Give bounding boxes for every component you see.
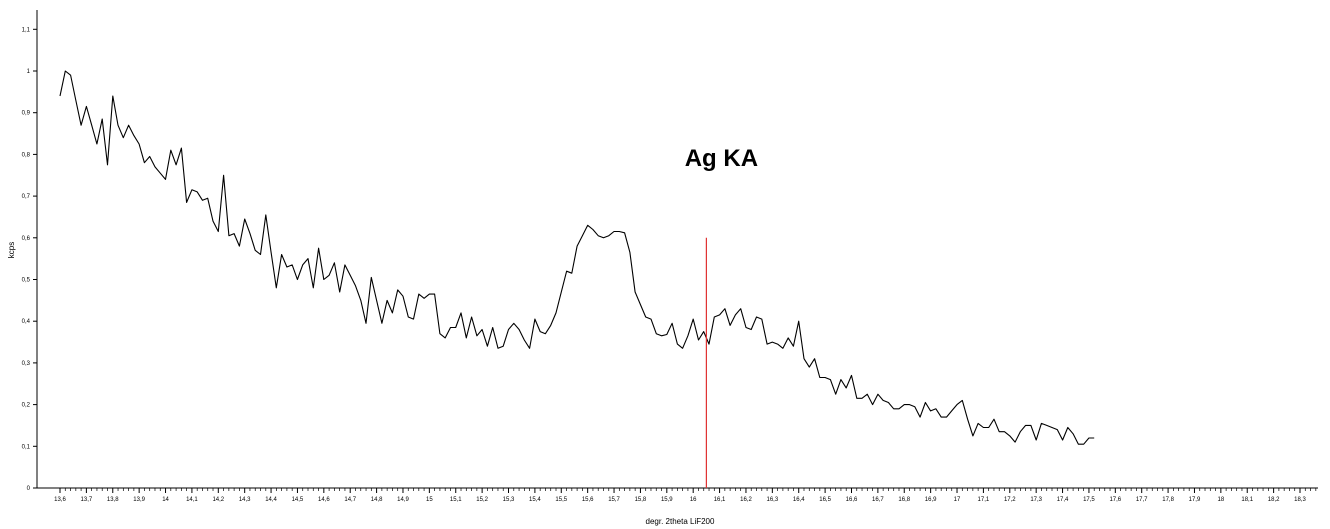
x-tick-label: 14	[162, 497, 169, 503]
x-tick-label: 16,9	[925, 497, 937, 503]
axes: 00,10,20,30,40,50,60,70,80,911,1 13,6 13,…	[22, 10, 1318, 503]
y-tick-label: 0,2	[22, 403, 31, 409]
x-tick-label: 14,2	[212, 497, 224, 503]
x-tick-label: 16	[690, 497, 697, 503]
x-tick-label: 14,9	[397, 497, 409, 503]
x-tick-label: 18,2	[1268, 497, 1280, 503]
x-tick-label: 17,1	[978, 497, 990, 503]
x-tick-label: 16,3	[766, 497, 778, 503]
x-tick-label: 14,3	[239, 497, 251, 503]
y-tick-label: 0,1	[22, 444, 31, 450]
x-tick-label: 14,6	[318, 497, 330, 503]
y-tick-label: 0,7	[22, 194, 31, 200]
series-line	[59, 70, 1095, 445]
x-tick-label: 13,8	[107, 497, 119, 503]
x-tick-label: 18,3	[1294, 497, 1306, 503]
x-tick-label: 13,9	[133, 497, 145, 503]
x-tick-label: 13,7	[81, 497, 93, 503]
x-tick-label: 16,4	[793, 497, 805, 503]
x-tick-label: 15,2	[476, 497, 488, 503]
y-ticks: 0 0,1 0,2 0,3 0,4 0,5 0,6 0,7 0,8 0,9 1 1,1	[22, 27, 37, 492]
x-tick-label: 15,1	[450, 497, 462, 503]
y-axis-title: kcps	[7, 242, 16, 258]
x-tick-label: 16,1	[714, 497, 726, 503]
x-tick-label: 18,1	[1241, 497, 1253, 503]
x-tick-label: 14,4	[265, 497, 277, 503]
y-tick-label: 0,4	[22, 319, 31, 325]
x-tick-label: 17,2	[1004, 497, 1016, 503]
x-tick-label: 15,3	[503, 497, 515, 503]
y-tick-label: 0,8	[22, 152, 31, 158]
x-tick-label: 17,8	[1162, 497, 1174, 503]
series-layer	[59, 70, 1095, 445]
x-tick-label: 16,2	[740, 497, 752, 503]
x-tick-label: 15,7	[608, 497, 620, 503]
x-axis-title: degr. 2theta LiF200	[646, 517, 715, 526]
y-tick-label: 0,5	[22, 278, 31, 284]
x-tick-label: 18	[1218, 497, 1225, 503]
x-tick-label: 14,1	[186, 497, 198, 503]
x-tick-label: 16,6	[846, 497, 858, 503]
x-tick-label: 17,6	[1109, 497, 1121, 503]
x-tick-label: 17,9	[1189, 497, 1201, 503]
x-tick-label: 16,7	[872, 497, 884, 503]
x-tick-label: 14,5	[292, 497, 304, 503]
y-tick-label: 0,6	[22, 236, 31, 242]
x-tick-label: 15,6	[582, 497, 594, 503]
x-tick-label: 15	[426, 497, 433, 503]
x-tick-label: 17,7	[1136, 497, 1148, 503]
x-tick-label: 17,3	[1030, 497, 1042, 503]
x-tick-label: 15,4	[529, 497, 541, 503]
x-tick-label: 14,8	[371, 497, 383, 503]
y-tick-label: 1,1	[22, 27, 31, 33]
x-tick-label: 13,6	[54, 497, 66, 503]
peak-label: Ag KA	[685, 145, 758, 172]
x-tick-label: 16,5	[819, 497, 831, 503]
x-tick-label: 17,5	[1083, 497, 1095, 503]
y-tick-label: 0,9	[22, 111, 31, 117]
y-tick-label: 1	[27, 69, 31, 75]
x-tick-label: 15,8	[635, 497, 647, 503]
annotation-layer: Ag KA	[685, 145, 758, 488]
y-tick-label: 0	[27, 486, 31, 492]
x-tick-label: 17	[954, 497, 961, 503]
x-ticks: 13,6 13,7 13,8 13,9 14 14,1 14,2 14,3 14,4 14,5 14…	[54, 488, 1317, 503]
x-tick-label: 17,4	[1057, 497, 1069, 503]
x-tick-label: 15,9	[661, 497, 673, 503]
x-tick-label: 16,8	[898, 497, 910, 503]
y-tick-label: 0,3	[22, 361, 31, 367]
x-tick-label: 14,7	[344, 497, 356, 503]
x-tick-label: 15,5	[555, 497, 567, 503]
